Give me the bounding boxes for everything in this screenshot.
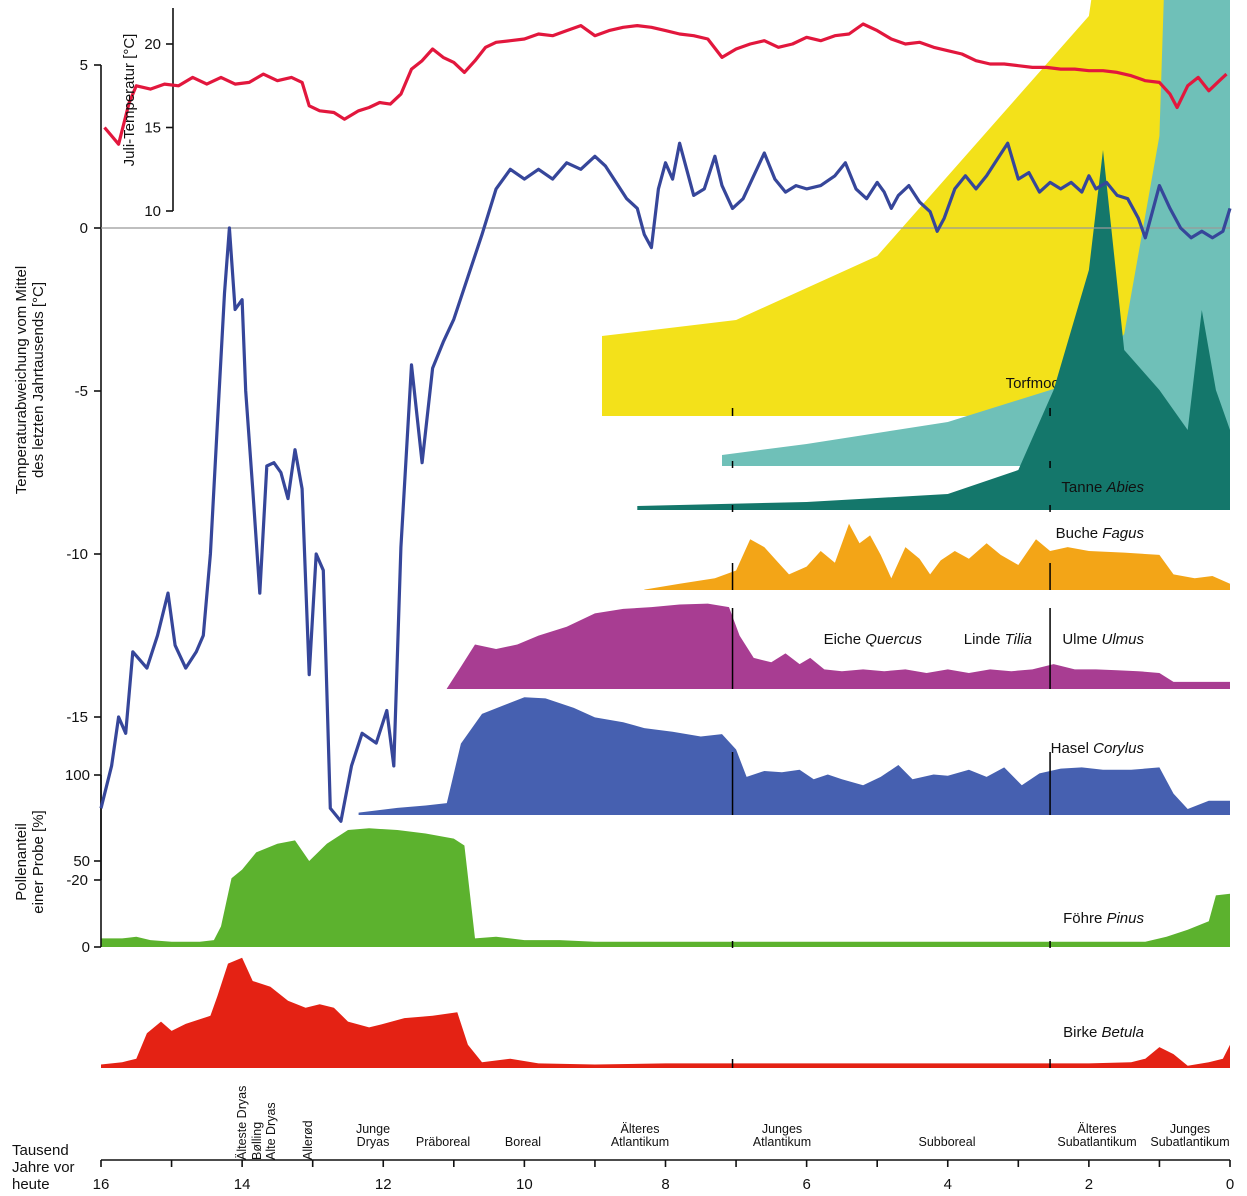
x-axis-title-line: Tausend (12, 1142, 69, 1159)
period-label: Allerød (301, 1120, 315, 1160)
taxon-label-ulmus: Ulme Ulmus (1062, 631, 1144, 648)
anomaly-axis-title-line: Temperaturabweichung vom Mittel (13, 266, 30, 494)
taxon-label-tilia: Linde Tilia (964, 631, 1032, 648)
period-label: Junges (762, 1122, 802, 1136)
anomaly-tick-label: 0 (80, 220, 88, 237)
anomaly-axis-title-line: des letzten Jahrtausends [°C] (30, 282, 47, 478)
period-label: Atlantikum (611, 1135, 669, 1149)
taxon-label-quercus: Eiche Quercus (824, 631, 923, 648)
taxon-label-pinus: Föhre Pinus (1063, 910, 1144, 927)
x-tick-label: 12 (375, 1176, 392, 1193)
period-labels: Älteste Dryas Bølling Alte Dryas Allerød Jun… (235, 1086, 1230, 1160)
pollen-area-fagus (644, 523, 1230, 590)
x-tick-label: 14 (234, 1176, 251, 1193)
pollen-tick-label: 50 (73, 853, 90, 870)
july-tick-label: 10 (144, 203, 161, 220)
anomaly-tick-label: 5 (80, 57, 88, 74)
pollen-area-quercus (446, 603, 1230, 689)
july-tick-label: 15 (144, 120, 161, 137)
pollen-axis-title-line: Pollenanteil (13, 823, 30, 901)
x-tick-label: 10 (516, 1176, 533, 1193)
period-label: Alte Dryas (264, 1102, 278, 1160)
x-tick-label: 8 (661, 1176, 669, 1193)
pollen-axis: 0 50 100 Pollenanteil einer Probe [%] (13, 767, 102, 956)
period-label: Subboreal (919, 1135, 976, 1149)
anomaly-tick-label: -15 (66, 709, 88, 726)
pollen-tick-label: 0 (82, 939, 90, 956)
pollen-area-sphagnum (602, 0, 1230, 416)
pollen-area-corylus (358, 697, 1231, 815)
x-tick-label: 6 (802, 1176, 810, 1193)
taxon-label-fagus: Buche Fagus (1056, 525, 1145, 542)
july-axis-title: Juli-Temperatur [°C] (121, 34, 138, 167)
pollen-area-pinus (101, 828, 1230, 947)
x-axis-title-line: Jahre vor (12, 1159, 75, 1176)
july-tick-label: 20 (144, 36, 161, 53)
period-label: Präboreal (416, 1135, 470, 1149)
period-label: Junge (356, 1122, 390, 1136)
period-label: Bølling (250, 1122, 264, 1160)
taxon-label-betula: Birke Betula (1063, 1024, 1144, 1041)
pollen-area-abies (637, 150, 1230, 510)
pollen-area-betula (101, 957, 1230, 1068)
period-label: Subatlantikum (1057, 1135, 1136, 1149)
pollen-axis-title-line: einer Probe [%] (30, 810, 47, 913)
july-temperature-panel: 10 15 20 Juli-Temperatur [°C] (103, 8, 1228, 220)
x-axis-title-line: heute (12, 1176, 50, 1193)
period-label: Atlantikum (753, 1135, 811, 1149)
pollen-areas: Torfmoos SphagnumFichte PiceaTanne Abies… (101, 0, 1231, 1068)
period-label: Junges (1170, 1122, 1210, 1136)
x-tick-label: 0 (1226, 1176, 1234, 1193)
period-label: Älteste Dryas (235, 1086, 249, 1160)
pollen-tick-label: 100 (65, 767, 90, 784)
period-label: Älteres (1078, 1122, 1117, 1136)
taxon-label-corylus: Hasel Corylus (1051, 740, 1145, 757)
period-label: Boreal (505, 1135, 541, 1149)
x-tick-label: 16 (93, 1176, 110, 1193)
taxon-label-abies: Tanne Abies (1061, 479, 1144, 496)
period-label: Älteres (621, 1122, 660, 1136)
anomaly-tick-label: -10 (66, 546, 88, 563)
anomaly-tick-label: -20 (66, 872, 88, 889)
temperature-anomaly-line (99, 141, 1232, 823)
anomaly-tick-label: -5 (75, 383, 88, 400)
period-label: Dryas (357, 1135, 390, 1149)
x-tick-label: 2 (1085, 1176, 1093, 1193)
july-temperature-line (103, 22, 1228, 146)
period-label: Subatlantikum (1150, 1135, 1229, 1149)
x-tick-label: 4 (944, 1176, 952, 1193)
